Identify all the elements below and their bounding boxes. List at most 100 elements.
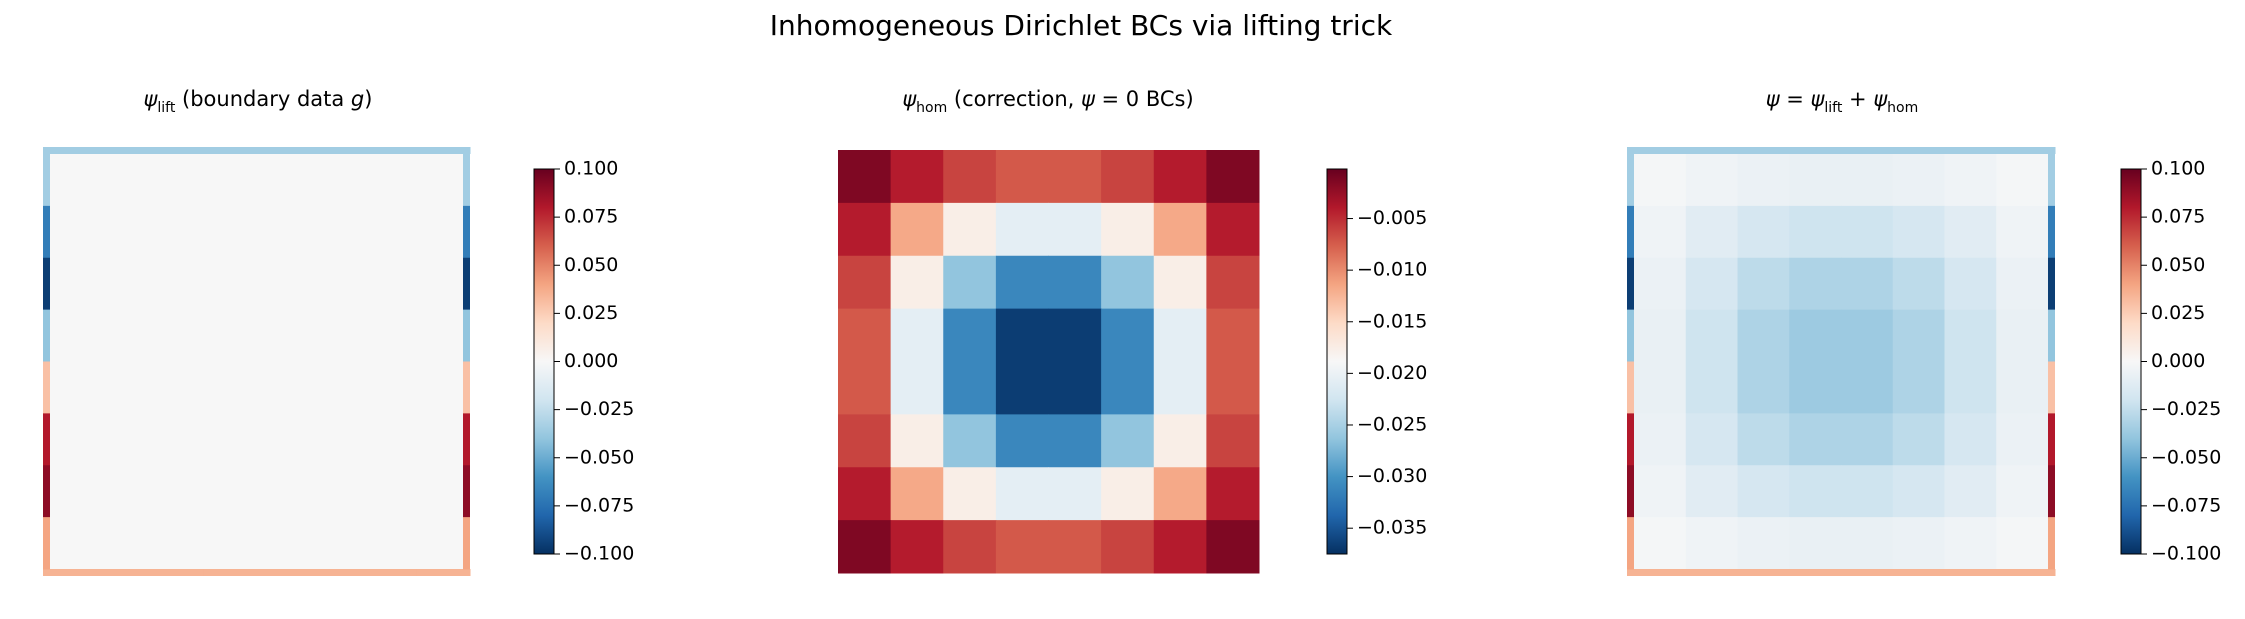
heatmap-cell <box>256 205 309 259</box>
heatmap-cell <box>256 361 309 414</box>
heatmap-cell <box>838 361 892 415</box>
heatmap-cell <box>1048 202 1102 257</box>
boundary-segment <box>1627 147 1681 154</box>
heatmap-cell <box>1685 154 1738 207</box>
boundary-segment <box>416 569 471 576</box>
colorbar <box>533 168 555 555</box>
heatmap-cell <box>411 205 464 259</box>
heatmap-cell <box>1101 414 1155 468</box>
colorbar <box>2120 168 2142 555</box>
heatmap-cell <box>890 308 944 362</box>
boundary-segment <box>463 205 470 259</box>
heatmap-cell <box>308 465 361 518</box>
heatmap-cell <box>943 361 997 415</box>
heatmap-cell <box>153 154 206 207</box>
heatmap-cell <box>1206 308 1260 362</box>
heatmap-cell <box>153 517 206 570</box>
heatmap-cell <box>1892 257 1945 311</box>
heatmap-cell <box>204 205 257 259</box>
heatmap-cell <box>1634 205 1687 259</box>
boundary-segment <box>2048 413 2055 466</box>
boundary-segment <box>1627 257 1634 311</box>
heatmap-cell <box>1101 361 1155 415</box>
heatmap-cell <box>1944 205 1997 259</box>
boundary-segment <box>1627 309 1634 362</box>
colorbar-tick-label: −0.075 <box>564 494 634 516</box>
colorbar-tick-label: 0.050 <box>564 254 618 276</box>
heatmap-cell <box>101 205 154 259</box>
heatmap-cell <box>943 308 997 362</box>
colorbar-tick-label: −0.020 <box>1357 362 1427 384</box>
title-part: ψ <box>144 87 159 111</box>
panel-title: ψhom (correction, ψ = 0 BCs) <box>902 87 1193 116</box>
boundary-segment <box>363 147 418 154</box>
boundary-segment <box>43 517 50 570</box>
heatmap-cell <box>1737 361 1790 414</box>
heatmap-cell <box>1737 517 1790 570</box>
heatmap-cell <box>1101 150 1155 204</box>
boundary-segment <box>463 465 470 518</box>
title-part: hom <box>1887 100 1918 116</box>
heatmap-cell <box>256 413 309 466</box>
heatmap-cell <box>1206 361 1260 415</box>
colorbar-tick-label: −0.100 <box>2151 543 2221 565</box>
heatmap-cell <box>890 150 944 204</box>
heatmap-cell <box>1892 309 1945 362</box>
heatmap-cell <box>1101 308 1155 362</box>
title-part: = <box>1780 87 1811 111</box>
heatmap-cell <box>1892 361 1945 414</box>
boundary-segment <box>463 361 470 414</box>
boundary-segment <box>416 147 471 154</box>
heatmap-cell <box>204 413 257 466</box>
title-part: ψ <box>902 87 917 111</box>
heatmap-cell <box>1841 413 1894 466</box>
heatmap-cell <box>204 154 257 207</box>
heatmap-cell <box>995 414 1049 468</box>
heatmap-cell <box>1944 465 1997 518</box>
heatmap-cell <box>1048 255 1102 310</box>
heatmap-cell <box>1101 202 1155 257</box>
heatmap-cell <box>1789 413 1842 466</box>
heatmap-cell <box>1789 361 1842 414</box>
heatmap-cell <box>308 309 361 362</box>
heatmap-cell <box>1153 150 1207 204</box>
heatmap-cell <box>1101 520 1155 574</box>
heatmap-cell <box>1153 202 1207 257</box>
heatmap-cell <box>838 150 892 204</box>
heatmap-cell <box>411 413 464 466</box>
title-part: = 0 BCs) <box>1095 87 1194 111</box>
heatmap-cell <box>359 361 412 414</box>
colorbar-tick-label: −0.005 <box>1357 207 1427 229</box>
heatmap-cell <box>1634 413 1687 466</box>
heatmap-cell <box>101 517 154 570</box>
heatmap-cell <box>1841 309 1894 362</box>
heatmap-cell <box>1048 361 1102 415</box>
boundary-segment <box>43 257 50 311</box>
heatmap-cell <box>1153 308 1207 362</box>
heatmap-cell <box>153 465 206 518</box>
boundary-segment <box>2001 569 2056 576</box>
heatmap-cell <box>1996 413 2049 466</box>
heatmap-cell <box>1996 205 2049 259</box>
heatmap-cell <box>838 255 892 310</box>
colorbar-tick-label: −0.025 <box>1357 413 1427 435</box>
heatmap-cell <box>1892 154 1945 207</box>
heatmap-cell <box>1737 205 1790 259</box>
boundary-segment <box>1627 361 1634 414</box>
heatmap-cell <box>995 255 1049 310</box>
heatmap-cell <box>1153 255 1207 310</box>
heatmap-cell <box>153 361 206 414</box>
boundary-segment <box>43 413 50 466</box>
boundary-segment <box>2001 147 2056 154</box>
heatmap-cell <box>359 517 412 570</box>
heatmap-cell <box>1996 361 2049 414</box>
boundary-segment <box>2048 309 2055 362</box>
colorbar-tick-label: −0.075 <box>2151 494 2221 516</box>
heatmap-cell <box>204 257 257 311</box>
heatmap-cell <box>308 413 361 466</box>
heatmap-cell <box>1996 309 2049 362</box>
heatmap-cell <box>838 467 892 521</box>
colorbar-tick-label: 0.000 <box>2151 350 2205 372</box>
boundary-segment <box>1627 569 1681 576</box>
heatmap-cell <box>1892 517 1945 570</box>
